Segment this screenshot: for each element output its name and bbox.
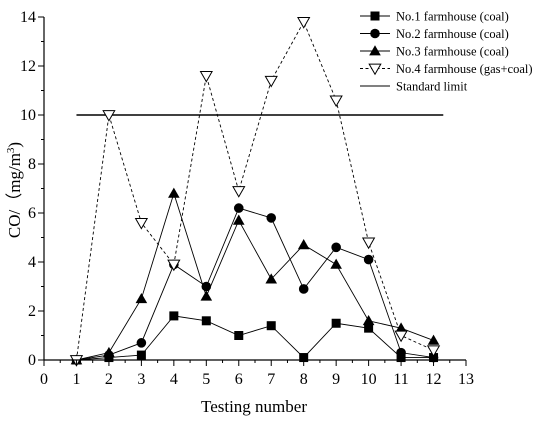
series-4-point [361, 237, 376, 250]
x-tick-label: 12 [426, 371, 442, 388]
series-3-point [168, 187, 180, 198]
series-2-point [396, 347, 406, 358]
series-1-point [201, 316, 211, 326]
series-3-point [330, 258, 342, 269]
x-tick-label: 13 [458, 371, 474, 388]
series-3-line [76, 191, 434, 361]
series-3-point [135, 292, 148, 304]
series-1-point [234, 331, 244, 340]
series-3-point [297, 239, 310, 250]
series-layer [69, 17, 441, 367]
series-4-point [329, 95, 343, 108]
y-axis-title: CO/（mg/m3) [5, 142, 24, 238]
series-3-point [265, 273, 278, 284]
series-4-point [232, 186, 246, 198]
series-1-line [76, 315, 434, 361]
legend: No.1 farmhouse (coal) No.2 farmhouse (coa… [360, 10, 533, 94]
legend-marker-2 [370, 28, 380, 39]
series-2-line [76, 207, 434, 361]
series-1-point [169, 311, 179, 321]
x-tick-label: 11 [393, 371, 408, 388]
x-tick-label: 8 [300, 371, 308, 388]
legend-label-1: No.1 farmhouse (coal) [396, 10, 509, 24]
series-2-point [298, 284, 309, 294]
series-3-point [200, 290, 213, 301]
y-tick-label: 14 [20, 9, 36, 26]
series-2-point [136, 338, 147, 348]
series-1-point [136, 350, 146, 360]
series-4-point [167, 259, 181, 272]
y-tick-label: 4 [28, 254, 36, 271]
series-1-point [299, 353, 309, 363]
y-axis-title-superscript: 3 [5, 147, 17, 153]
y-tick-label: 2 [28, 303, 36, 320]
series-2-point [266, 213, 277, 223]
series-1-point [266, 321, 276, 331]
y-tick-label: 8 [28, 156, 36, 173]
x-tick-label: 1 [72, 371, 80, 388]
x-tick-label: 9 [332, 371, 340, 388]
x-tick-label: 10 [361, 371, 377, 388]
y-tick-label: 6 [28, 205, 36, 222]
legend-marker-4 [368, 63, 382, 76]
x-tick-label: 5 [202, 371, 210, 388]
series-4-point [134, 217, 149, 230]
legend-label-2: No.2 farmhouse (coal) [396, 27, 509, 41]
x-tick-label: 6 [235, 371, 243, 388]
series-2 [71, 203, 439, 365]
series-4-point [426, 345, 441, 358]
x-tick-label: 3 [137, 371, 145, 388]
series-2-point [331, 242, 341, 253]
series-4-point [297, 17, 311, 29]
x-axis-title: Testing number [201, 397, 307, 416]
x-tick-label: 0 [40, 371, 48, 388]
series-3-point [232, 214, 245, 225]
series-2-point [233, 203, 244, 213]
y-tick-label: 0 [28, 352, 36, 369]
y-axis-title-close: ) [5, 142, 24, 148]
series-3-point [395, 322, 407, 333]
series-1-point [364, 323, 374, 333]
legend-label-3: No.3 farmhouse (coal) [396, 45, 509, 59]
x-tick-label: 2 [105, 371, 113, 388]
series-4-point [102, 110, 116, 122]
series-4-point [199, 70, 213, 83]
series-3-point [427, 334, 440, 345]
series-1-point [331, 318, 341, 328]
y-axis-title-main: CO/（mg/m [5, 153, 24, 238]
series-1-point [396, 353, 406, 363]
series-3 [70, 187, 440, 365]
series-4 [69, 17, 441, 367]
series-3-point [362, 315, 375, 326]
y-tick-label: 12 [20, 58, 36, 75]
series-2-point [363, 254, 374, 265]
legend-label-4: No.4 farmhouse (gas+coal) [396, 62, 533, 76]
x-tick-label: 4 [170, 371, 178, 388]
y-tick-label: 10 [20, 107, 36, 124]
series-4-point [264, 75, 278, 88]
x-tick-label: 7 [267, 371, 275, 388]
series-4-point [394, 330, 408, 343]
series-4-line [76, 20, 434, 361]
legend-marker-1 [370, 11, 380, 21]
series-1 [71, 311, 439, 365]
legend-marker-3 [369, 45, 381, 56]
legend-label-5: Standard limit [396, 80, 468, 94]
series-3-point [103, 346, 115, 357]
